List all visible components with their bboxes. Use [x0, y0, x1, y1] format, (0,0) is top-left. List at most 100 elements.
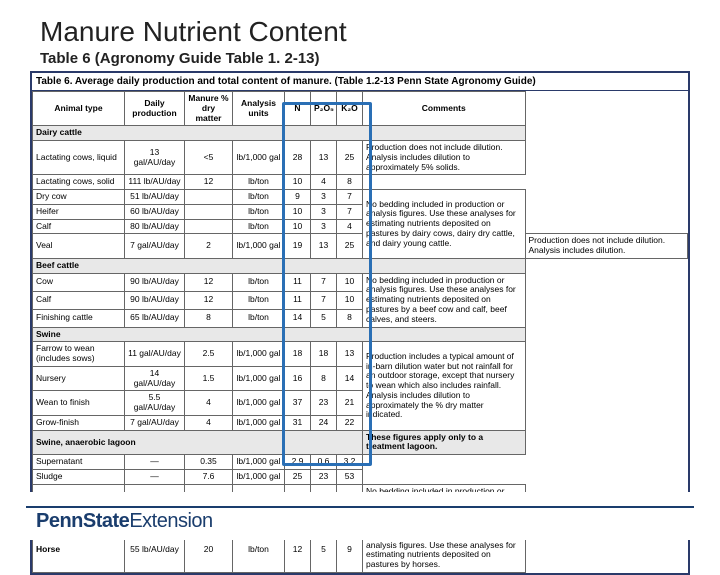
cell: 24 — [311, 415, 337, 430]
cell: 0.6 — [311, 455, 337, 470]
cell: 7 — [337, 204, 363, 219]
cell: — — [125, 455, 185, 470]
cell: 28 — [285, 141, 311, 175]
brand-main: PennState — [36, 510, 129, 532]
cell: — — [125, 469, 185, 484]
cell: lb/ton — [233, 190, 285, 205]
cell: Wean to finish — [33, 391, 125, 416]
section-name: Swine — [33, 327, 526, 342]
cell: 8 — [337, 309, 363, 327]
th-n: N — [285, 92, 311, 126]
cell: 53 — [337, 469, 363, 484]
cell: 2 — [185, 234, 233, 259]
cell: lb/1,000 gal — [233, 234, 285, 259]
page-title: Manure Nutrient Content — [40, 16, 690, 48]
cell: 12 — [185, 291, 233, 309]
cell: 25 — [285, 469, 311, 484]
footer-divider — [26, 506, 694, 508]
cell: 31 — [285, 415, 311, 430]
cell: lb/ton — [233, 204, 285, 219]
section-name: Swine, anaerobic lagoon — [33, 430, 363, 455]
footer: PennStateExtension — [0, 492, 720, 540]
cell: 90 lb/AU/day — [125, 291, 185, 309]
cell: lb/ton — [233, 291, 285, 309]
cell: lb/1,000 gal — [233, 366, 285, 391]
cell: 12 — [185, 273, 233, 291]
cell: lb/1,000 gal — [233, 391, 285, 416]
cell: 14 — [337, 366, 363, 391]
comment-cell: Production does not include dilution. An… — [363, 141, 526, 175]
th-prod: Daily production — [125, 92, 185, 126]
brand-logo: PennStateExtension — [36, 510, 213, 533]
cell — [185, 204, 233, 219]
table-header-row: Animal type Daily production Manure % dr… — [33, 92, 688, 126]
comment-cell: No bedding included in production or ana… — [363, 273, 526, 327]
cell: Heifer — [33, 204, 125, 219]
cell: Cow — [33, 273, 125, 291]
table-row: Lactating cows, liquid13 gal/AU/day<5lb/… — [33, 141, 688, 175]
cell: Dry cow — [33, 190, 125, 205]
cell: 8 — [337, 175, 363, 190]
cell: 11 gal/AU/day — [125, 342, 185, 367]
cell: Calf — [33, 219, 125, 234]
cell: 37 — [285, 391, 311, 416]
page-subtitle: Table 6 (Agronomy Guide Table 1. 2-13) — [40, 50, 690, 67]
cell: Nursery — [33, 366, 125, 391]
table-row: Veal7 gal/AU/day2lb/1,000 gal191325Produ… — [33, 234, 688, 259]
cell: 13 — [337, 342, 363, 367]
cell: 7 — [337, 190, 363, 205]
cell: <5 — [185, 141, 233, 175]
section-name: Dairy cattle — [33, 126, 526, 141]
table-row: Supernatant—0.35lb/1,000 gal2.90.63.2 — [33, 455, 688, 470]
cell: lb/1,000 gal — [233, 455, 285, 470]
cell: 10 — [285, 204, 311, 219]
cell: Veal — [33, 234, 125, 259]
cell: 2.9 — [285, 455, 311, 470]
cell: 10 — [337, 291, 363, 309]
cell: 23 — [311, 469, 337, 484]
cell: lb/ton — [233, 273, 285, 291]
cell: 7 — [311, 291, 337, 309]
cell: 18 — [311, 342, 337, 367]
cell: 7 gal/AU/day — [125, 234, 185, 259]
cell: 7.6 — [185, 469, 233, 484]
section-row: Swine — [33, 327, 688, 342]
table-row: Sludge—7.6lb/1,000 gal252353 — [33, 469, 688, 484]
cell: 4 — [185, 415, 233, 430]
cell: 11 — [285, 273, 311, 291]
section-name: Beef cattle — [33, 258, 526, 273]
cell: 3 — [311, 190, 337, 205]
cell: 13 — [311, 234, 337, 259]
cell: 90 lb/AU/day — [125, 273, 185, 291]
cell: 80 lb/AU/day — [125, 219, 185, 234]
cell: Finishing cattle — [33, 309, 125, 327]
cell: 111 lb/AU/day — [125, 175, 185, 190]
section-comment: These figures apply only to a treatment … — [363, 430, 526, 455]
brand-ext: Extension — [129, 510, 212, 532]
cell: 16 — [285, 366, 311, 391]
cell: 3.2 — [337, 455, 363, 470]
th-animal: Animal type — [33, 92, 125, 126]
comment-cell: No bedding included in production or ana… — [363, 190, 526, 259]
th-k: K₂O — [337, 92, 363, 126]
cell: 2.5 — [185, 342, 233, 367]
cell: 7 — [311, 273, 337, 291]
cell: 8 — [185, 309, 233, 327]
cell: Supernatant — [33, 455, 125, 470]
cell: lb/1,000 gal — [233, 415, 285, 430]
cell: lb/1,000 gal — [233, 342, 285, 367]
cell: 0.35 — [185, 455, 233, 470]
th-units: Analysis units — [233, 92, 285, 126]
cell: Lactating cows, solid — [33, 175, 125, 190]
cell: 4 — [185, 391, 233, 416]
cell: 12 — [185, 175, 233, 190]
section-row: Beef cattle — [33, 258, 688, 273]
cell: 60 lb/AU/day — [125, 204, 185, 219]
cell: 14 gal/AU/day — [125, 366, 185, 391]
table-row: Calf90 lb/AU/day12lb/ton11710 — [33, 291, 688, 309]
cell: 11 — [285, 291, 311, 309]
section-row: Swine, anaerobic lagoonThese figures app… — [33, 430, 688, 455]
th-comments: Comments — [363, 92, 526, 126]
cell: Lactating cows, liquid — [33, 141, 125, 175]
cell: 10 — [337, 273, 363, 291]
